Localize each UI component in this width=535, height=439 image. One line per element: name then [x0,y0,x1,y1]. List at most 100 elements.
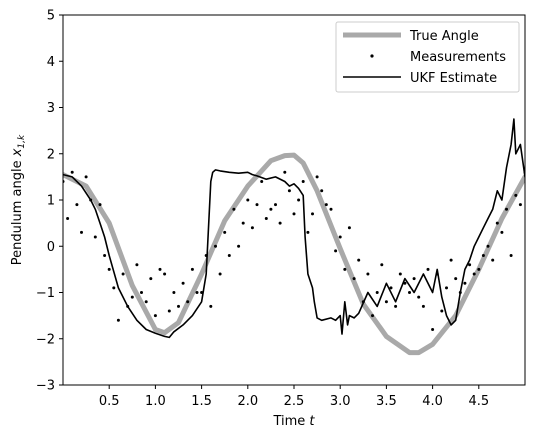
measurement-point [445,286,448,290]
measurement-point [375,291,379,294]
measurement-point [130,295,134,299]
legend-box [335,21,520,93]
y-tick-label: 4 [47,55,55,70]
measurement-point [352,277,356,281]
y-tick-label: 3 [47,101,55,116]
measurement-point [209,304,213,308]
measurement-point [495,221,499,225]
measurement-point [70,170,74,174]
measurement-point [181,281,185,285]
measurement-point [227,254,231,257]
legend: True Angle Measurements UKF Estimate [335,21,520,93]
measurement-point [500,230,504,234]
measurement-point [426,267,430,271]
measurement-point [398,272,402,276]
measurement-point [144,300,148,304]
measurement-point [347,226,351,230]
measurement-point [454,277,458,281]
measurement-point [320,189,324,193]
measurement-point [135,263,139,267]
measurement-point [190,267,194,271]
measurement-point [274,203,277,207]
legend-measurements-swatch [370,54,374,58]
measurement-point [241,221,245,225]
measurement-point [463,281,467,285]
measurement-point [306,230,310,234]
measurement-point [334,249,338,253]
legend-ukf-label: UKF Estimate [410,71,497,86]
measurement-point [394,304,398,308]
x-tick-label: 2.0 [237,394,258,409]
measurement-point [417,295,421,299]
x-tick-label: 2.5 [284,394,305,409]
y-tick-label: −3 [36,379,55,394]
measurement-point [491,258,495,262]
y-tick-label: −1 [36,286,55,301]
measurement-point [186,300,190,304]
measurement-point [371,314,374,318]
x-axis-label-var: t [309,414,315,429]
measurement-point [250,226,254,230]
measurement-point [505,207,508,211]
measurement-point [468,263,472,267]
measurement-point [486,244,490,248]
y-axis-label-var: x [10,148,25,157]
measurement-point [472,272,476,276]
y-tick-label: 0 [47,240,55,255]
y-tick-label: 1 [47,194,55,209]
plot-frame [62,14,526,386]
legend-measurements-label: Measurements [410,50,506,65]
measurement-point [116,318,120,322]
measurement-point [440,309,444,313]
measurement-point [389,286,393,290]
x-tick-label: 3.5 [376,394,397,409]
y-axis-label: Pendulum angle x1,k [10,134,27,265]
measurement-point [195,291,199,294]
measurement-point [297,198,301,202]
x-tick-label: 4.0 [422,394,443,409]
measurement-point [514,193,518,197]
x-tick-label: 3.0 [330,394,351,409]
x-tick-label: 0.5 [99,394,120,409]
measurement-point [214,244,217,248]
x-axis-label: Time t [272,414,315,429]
x-tick-label: 4.5 [468,394,489,409]
measurement-point [153,314,157,318]
y-axis-label-text: Pendulum angle [10,156,25,265]
y-axis-label-sub: 1,k [17,134,27,149]
measurement-point [218,272,222,276]
measurement-point [223,230,227,234]
measurement-point [301,180,305,183]
x-axis-label-text: Time [272,414,309,429]
measurement-point [121,272,125,276]
measurement-point [518,203,522,207]
true-angle-line [63,152,525,356]
measurement-point [283,170,287,174]
y-tick-label: −2 [36,332,55,347]
measurement-point [84,175,88,179]
measurement-point [172,291,176,294]
measurement-point [255,203,259,207]
measurement-point [140,291,143,294]
measurement-point [380,263,384,267]
measurement-point [412,277,416,281]
measurement-point [98,203,102,207]
x-tick-label: 1.5 [191,394,212,409]
measurement-point [149,277,153,281]
measurement-point [509,254,513,257]
measurement-point [338,235,342,239]
measurement-point [167,309,171,313]
measurement-point [408,291,411,294]
measurement-point [384,300,388,304]
measurement-point [278,221,282,225]
measurement-point [366,272,370,276]
measurement-point [163,272,167,276]
measurement-point [158,267,162,271]
measurement-point [269,207,273,211]
measurement-point [103,254,107,257]
measurement-point [481,254,485,257]
measurement-point [237,244,241,248]
measurement-point [66,217,70,220]
measurement-point [292,212,296,216]
